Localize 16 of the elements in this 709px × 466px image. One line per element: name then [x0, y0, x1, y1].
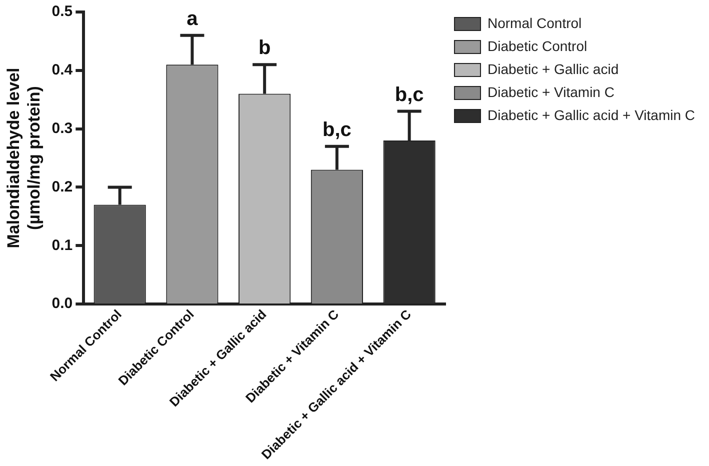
annotation: b,c: [394, 84, 424, 106]
y-tick-label: 0.3: [52, 120, 73, 137]
annotation: b,c: [322, 118, 352, 141]
y-axis-title: Malondialdehyde level (µmol/mg protein): [4, 68, 44, 248]
y-tick-label: 0.1: [52, 236, 73, 254]
y-tick-label: 0.4: [52, 62, 74, 79]
legend-label: Diabetic + Vitamin C: [488, 84, 614, 100]
legend-label: Diabetic + Gallic acid + Vitamin C: [488, 106, 695, 123]
annotation: b: [258, 37, 271, 60]
legend-label: Normal Control: [488, 14, 582, 31]
legend-label: Diabetic + Gallic acid: [488, 60, 619, 77]
y-tick-label: 0.0: [52, 295, 73, 312]
y-tick-label: 0.5: [52, 3, 73, 20]
y-tick-label: 0.2: [52, 178, 73, 196]
annotation: a: [186, 8, 199, 30]
legend-label: Diabetic Control: [488, 38, 588, 54]
